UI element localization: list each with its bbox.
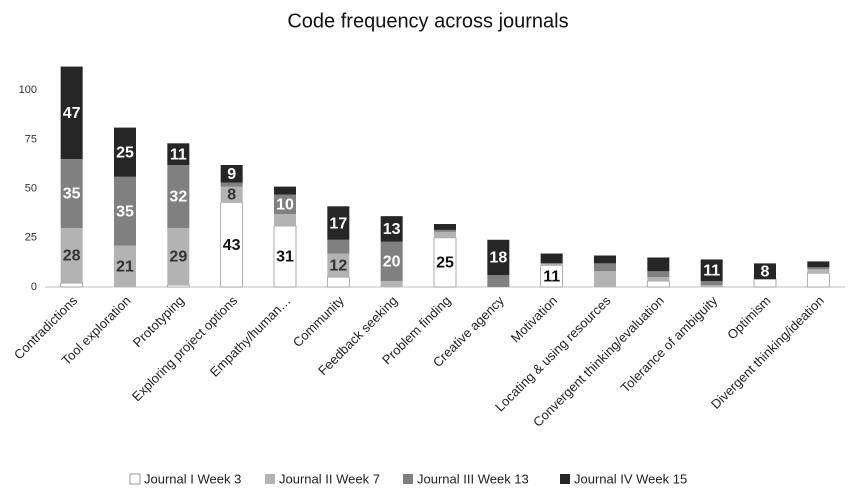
bar-segment <box>700 281 723 286</box>
y-tick-label: 75 <box>25 133 37 145</box>
bar-segment <box>434 229 456 232</box>
legend-swatch <box>129 473 141 485</box>
value-label: 8 <box>227 187 236 204</box>
bar-segment <box>540 263 563 266</box>
value-label: 47 <box>63 105 81 122</box>
bar-segment <box>220 182 243 187</box>
bar-segment <box>274 194 296 215</box>
chart-title: Code frequency across journals <box>287 10 568 32</box>
bar-segment <box>754 263 776 280</box>
value-label: 13 <box>383 221 401 238</box>
bar-segment <box>380 281 403 287</box>
value-label: 12 <box>329 258 347 275</box>
bar-segment <box>167 143 190 165</box>
y-tick-label: 50 <box>25 183 37 195</box>
bar-segment <box>60 159 83 228</box>
y-tick-label: 0 <box>31 281 37 293</box>
value-label: 28 <box>63 248 81 265</box>
value-label: 29 <box>169 249 187 266</box>
value-label: 25 <box>116 144 134 161</box>
bar-segment <box>594 271 616 287</box>
bar-segment <box>807 261 830 268</box>
legend-label: Journal II Week 7 <box>279 471 380 486</box>
bar-segment <box>807 267 830 270</box>
bar-segment <box>167 164 190 228</box>
value-label: 31 <box>276 249 294 266</box>
bar-segment <box>647 257 670 272</box>
bar-segment <box>700 285 723 287</box>
bar-segment <box>434 231 456 238</box>
bar-segment <box>220 186 243 203</box>
value-label: 35 <box>116 203 134 220</box>
bar-segment <box>60 66 83 160</box>
value-label: 43 <box>223 237 241 254</box>
value-label: 18 <box>489 250 507 267</box>
value-label: 35 <box>63 186 81 203</box>
legend-label: Journal III Week 13 <box>417 471 529 486</box>
bar-segment <box>487 275 510 287</box>
value-label: 21 <box>116 259 134 276</box>
legend-swatch <box>560 474 570 484</box>
bar-segment <box>806 272 830 288</box>
bar-segment <box>326 276 350 288</box>
bar-segment <box>647 277 670 282</box>
bar-segment <box>700 259 723 282</box>
legend-swatch <box>265 474 275 484</box>
bar-segment <box>274 186 296 195</box>
value-label: 8 <box>761 263 770 280</box>
legend-label: Journal IV Week 15 <box>574 471 687 486</box>
value-label: 11 <box>170 146 187 163</box>
bar-segment <box>167 227 190 286</box>
value-label: 9 <box>227 166 236 183</box>
bar-segment <box>274 214 296 226</box>
bar-segment <box>327 239 350 254</box>
bar-segment <box>114 245 136 287</box>
bar-segment <box>434 224 456 230</box>
value-label: 25 <box>436 255 454 272</box>
bar-segment <box>594 263 616 272</box>
y-tick-label: 25 <box>25 232 37 244</box>
bar-segment <box>60 227 83 284</box>
bar-segment <box>540 253 563 264</box>
bar-segment <box>60 282 84 288</box>
bar-segment <box>327 206 350 240</box>
bar-segment <box>327 253 350 278</box>
bar-segment <box>646 280 670 288</box>
value-label: 17 <box>329 215 347 232</box>
bar-segment <box>114 176 136 246</box>
bar-segment <box>380 216 403 242</box>
bar-segment <box>114 127 136 177</box>
bar-segment <box>220 164 243 183</box>
legend-swatch <box>403 474 413 484</box>
bar-segment <box>166 284 190 288</box>
y-tick-label: 100 <box>19 84 37 96</box>
value-label: 11 <box>703 262 720 279</box>
value-label: 32 <box>169 189 187 206</box>
bar-segment <box>807 269 830 274</box>
bar-segment <box>487 239 510 276</box>
bar-segment <box>594 255 616 264</box>
bar-segment <box>380 241 403 282</box>
bar-segment <box>647 271 670 278</box>
value-label: 10 <box>276 197 294 214</box>
legend-label: Journal I Week 3 <box>144 471 241 486</box>
value-label: 20 <box>383 254 401 271</box>
value-label: 11 <box>543 268 560 285</box>
